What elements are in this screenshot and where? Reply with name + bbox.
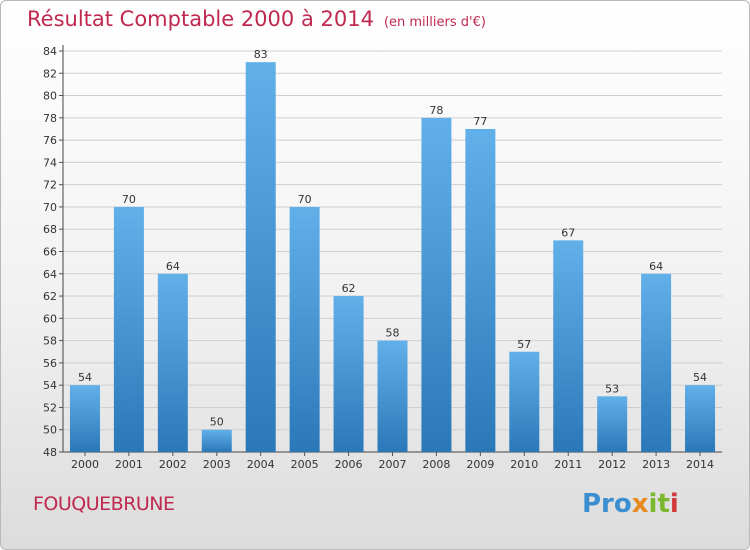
- x-tick-label: 2010: [510, 458, 538, 471]
- title-main: Résultat Comptable 2000 à 2014: [27, 7, 374, 31]
- x-tick-label: 2007: [379, 458, 407, 471]
- data-label: 77: [473, 115, 487, 128]
- x-tick-label: 2003: [203, 458, 231, 471]
- y-tick-label: 78: [43, 112, 57, 125]
- bar: [685, 385, 716, 452]
- x-tick-label: 2006: [335, 458, 363, 471]
- y-tick-label: 48: [43, 446, 57, 459]
- data-label: 64: [649, 260, 663, 273]
- x-tick-label: 2013: [642, 458, 670, 471]
- title-unit: (en milliers d'€): [383, 15, 486, 30]
- data-label: 62: [342, 282, 356, 295]
- x-tick-label: 2012: [598, 458, 626, 471]
- data-label: 67: [561, 226, 575, 239]
- data-label: 64: [166, 260, 180, 273]
- x-tick-label: 2008: [422, 458, 450, 471]
- data-label: 50: [210, 416, 224, 429]
- data-label: 54: [78, 371, 92, 384]
- y-tick-label: 58: [43, 335, 57, 348]
- bar: [333, 296, 364, 452]
- chart-title: Résultat Comptable 2000 à 2014 (en millie…: [27, 7, 486, 31]
- bar: [201, 429, 232, 452]
- y-tick-label: 82: [43, 67, 57, 80]
- y-tick-label: 74: [43, 156, 57, 169]
- data-label: 57: [517, 338, 531, 351]
- data-label: 54: [693, 371, 707, 384]
- x-tick-label: 2004: [247, 458, 275, 471]
- y-tick-label: 50: [43, 424, 57, 437]
- x-tick-label: 2002: [159, 458, 187, 471]
- y-tick-label: 66: [43, 246, 57, 259]
- y-tick-label: 76: [43, 134, 57, 147]
- y-tick-label: 84: [43, 45, 57, 58]
- data-label: 78: [429, 104, 443, 117]
- data-label: 70: [298, 193, 312, 206]
- bar: [421, 117, 452, 452]
- y-tick-label: 60: [43, 312, 57, 325]
- data-label: 53: [605, 382, 619, 395]
- bar: [597, 396, 628, 452]
- x-tick-label: 2014: [686, 458, 714, 471]
- x-tick-label: 2009: [466, 458, 494, 471]
- y-tick-label: 54: [43, 379, 57, 392]
- bar: [289, 206, 320, 452]
- y-tick-label: 68: [43, 223, 57, 236]
- y-tick-label: 80: [43, 90, 57, 103]
- y-tick-label: 52: [43, 401, 57, 414]
- y-tick-label: 62: [43, 290, 57, 303]
- bar: [465, 128, 496, 452]
- y-tick-label: 70: [43, 201, 57, 214]
- bar: [113, 206, 144, 452]
- proxiti-logo: Proxiti: [582, 489, 679, 519]
- bar: [509, 351, 540, 452]
- data-label: 83: [254, 48, 268, 61]
- data-label: 58: [386, 327, 400, 340]
- bar: [553, 240, 584, 452]
- x-tick-label: 2001: [115, 458, 143, 471]
- x-tick-label: 2011: [554, 458, 582, 471]
- x-tick-label: 2000: [71, 458, 99, 471]
- y-tick-label: 64: [43, 268, 57, 281]
- y-tick-label: 56: [43, 357, 57, 370]
- bar: [157, 273, 188, 452]
- y-tick-label: 72: [43, 179, 57, 192]
- bar: [245, 62, 276, 453]
- commune-name: FOUQUEBRUNE: [33, 493, 175, 515]
- x-tick-label: 2005: [291, 458, 319, 471]
- bar: [377, 340, 408, 452]
- bar: [69, 385, 100, 452]
- data-label: 70: [122, 193, 136, 206]
- bar: [641, 273, 672, 452]
